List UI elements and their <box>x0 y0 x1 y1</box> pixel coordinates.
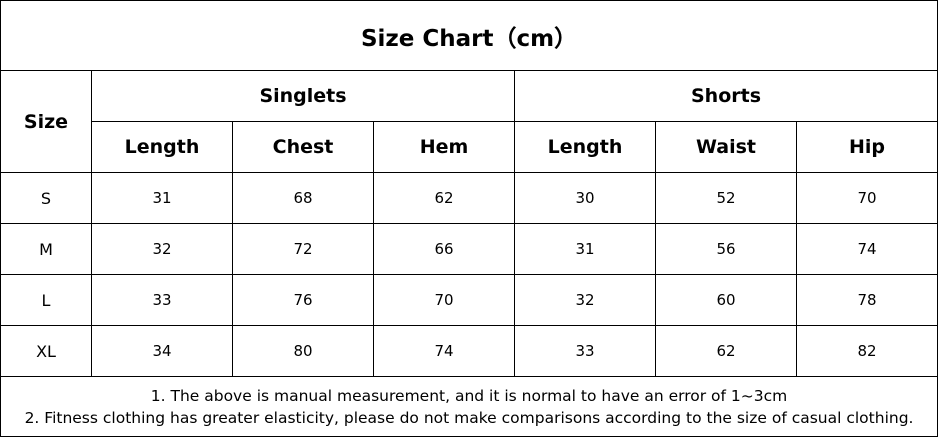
measure-cell: 62 <box>655 325 797 377</box>
measure-cell: 70 <box>795 172 938 224</box>
measure-cell: 66 <box>373 223 515 275</box>
measure-cell: 31 <box>514 223 656 275</box>
measure-cell: 78 <box>795 274 938 326</box>
measure-cell: 72 <box>232 223 374 275</box>
column-header: Length <box>91 121 233 173</box>
table-row: XL 34 80 74 33 62 82 <box>0 325 938 377</box>
note: 2. Fitness clothing has greater elastici… <box>24 408 914 427</box>
notes-row: 1. The above is manual measurement, and … <box>0 376 938 437</box>
table-title: Size Chart（cm） <box>0 0 938 71</box>
column-header: Hip <box>795 121 938 173</box>
measure-cell: 62 <box>373 172 515 224</box>
measure-cell: 68 <box>232 172 374 224</box>
measure-cell: 34 <box>91 325 233 377</box>
measure-cell: 70 <box>373 274 515 326</box>
size-header: Size <box>0 70 92 173</box>
measure-cell: 76 <box>232 274 374 326</box>
note: 1. The above is manual measurement, and … <box>150 386 788 405</box>
table-row: L 33 76 70 32 60 78 <box>0 274 938 326</box>
measure-cell: 60 <box>655 274 797 326</box>
size-cell: M <box>0 223 92 275</box>
measure-cell: 52 <box>655 172 797 224</box>
table-row: M 32 72 66 31 56 74 <box>0 223 938 275</box>
measure-cell: 82 <box>795 325 938 377</box>
group-header: Singlets <box>91 70 515 122</box>
measure-cell: 33 <box>514 325 656 377</box>
measure-cell: 74 <box>795 223 938 275</box>
size-cell: XL <box>0 325 92 377</box>
table-row: S 31 68 62 30 52 70 <box>0 172 938 224</box>
group-header: Shorts <box>513 70 938 122</box>
measure-cell: 31 <box>91 172 233 224</box>
measure-cell: 30 <box>514 172 656 224</box>
column-header: Hem <box>373 121 515 173</box>
measure-cell: 74 <box>373 325 515 377</box>
measure-cell: 32 <box>514 274 656 326</box>
measure-cell: 80 <box>232 325 374 377</box>
measure-cell: 33 <box>91 274 233 326</box>
column-header: Length <box>514 121 656 173</box>
measure-cell: 56 <box>655 223 797 275</box>
size-cell: S <box>0 172 92 224</box>
measure-cell: 32 <box>91 223 233 275</box>
size-cell: L <box>0 274 92 326</box>
column-header: Waist <box>655 121 797 173</box>
notes: 1. The above is manual measurement, and … <box>0 376 938 437</box>
column-header: Chest <box>232 121 374 173</box>
